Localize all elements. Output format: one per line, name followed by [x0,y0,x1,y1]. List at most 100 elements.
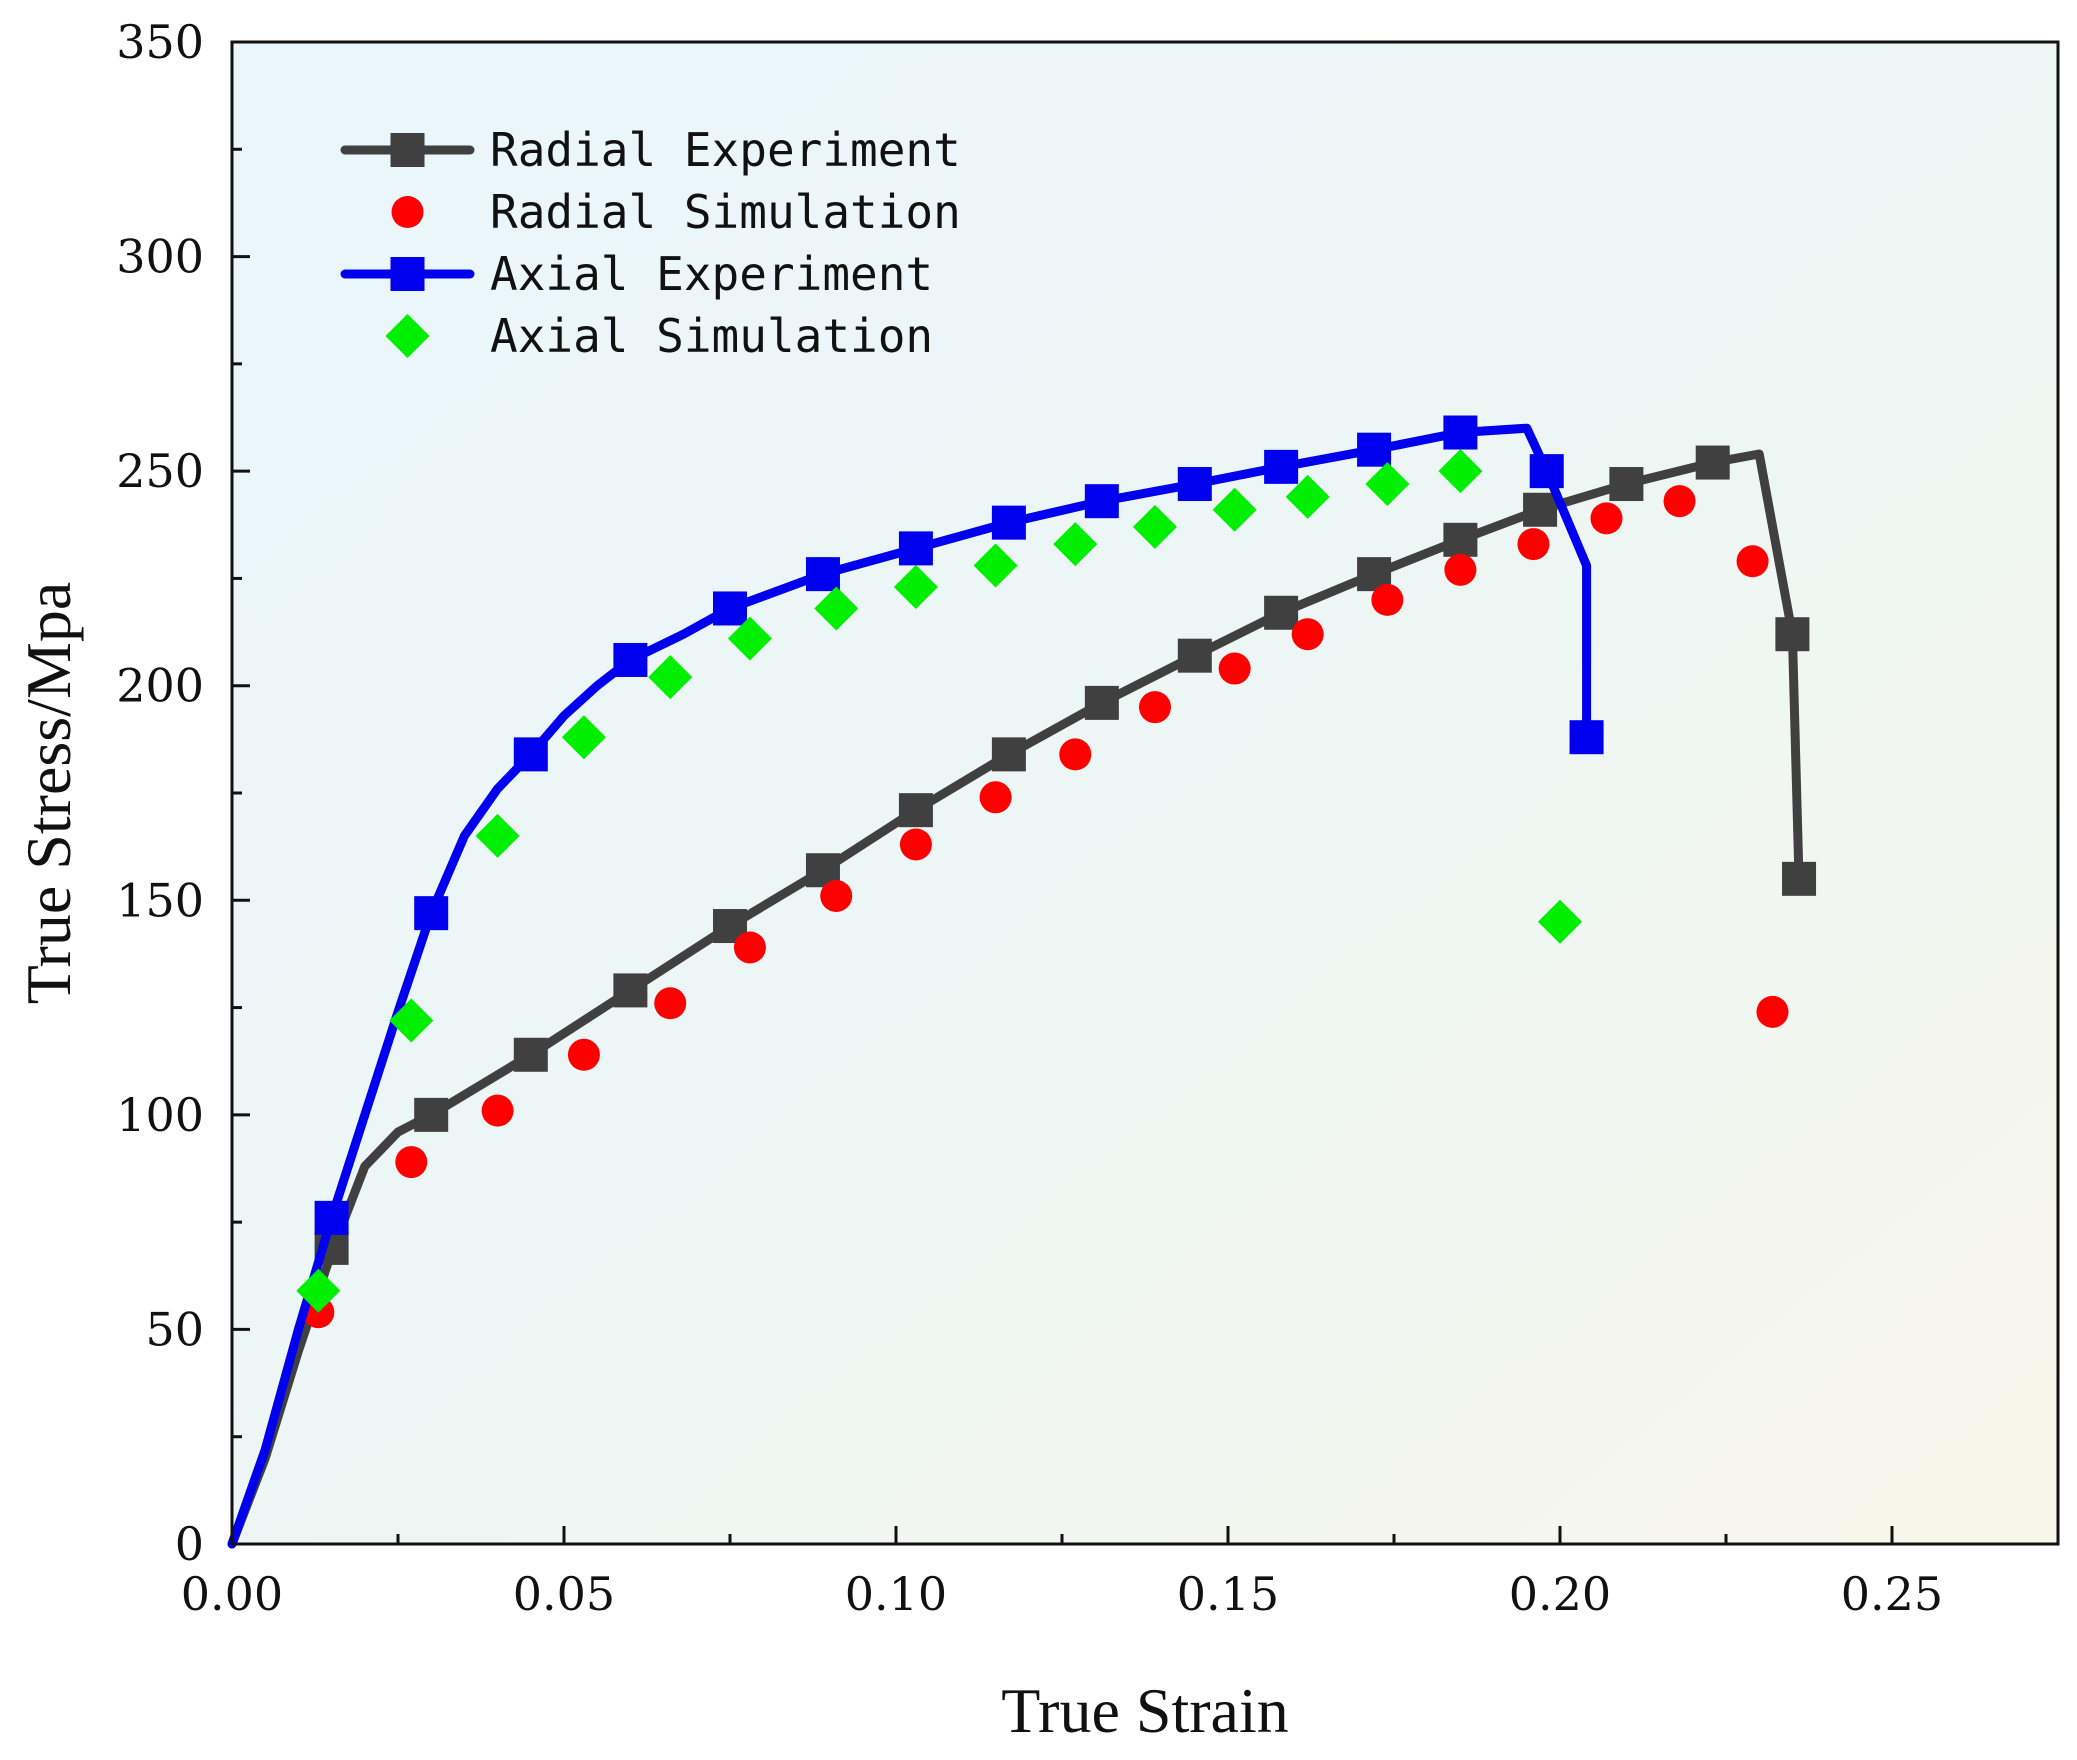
y-tick-label: 300 [116,230,204,284]
legend-item-radial-simulation: Radial Simulation [391,185,961,239]
radial-simulation-point [1756,995,1789,1028]
axial-simulation-point [648,655,693,700]
radial-simulation-point [1444,553,1477,586]
radial-experiment-marker [1443,522,1478,557]
radial-simulation-point [1371,583,1404,616]
x-tick-label: 0.15 [1177,1567,1279,1621]
axial-simulation-point [973,543,1018,588]
legend-marker [391,196,424,228]
axial-experiment-line [227,423,1592,1549]
plot-area [232,42,2058,1544]
radial-experiment-marker [1609,467,1644,502]
axial-experiment-marker [314,1200,349,1235]
radial-experiment-marker [613,973,648,1008]
radial-simulation-point [481,1094,514,1127]
y-tick-label: 350 [116,15,204,69]
y-tick-label: 50 [145,1302,204,1356]
x-tick-label: 0.25 [1841,1567,1943,1621]
radial-simulation-point [979,781,1012,814]
radial-simulation-point [395,1146,428,1179]
radial-experiment-marker [898,793,933,828]
radial-experiment-marker [1775,617,1810,652]
axial-experiment-marker [1084,484,1119,519]
legend-marker [390,133,425,167]
y-tick-label: 0 [175,1517,204,1571]
y-tick-label: 100 [116,1088,204,1142]
x-tick-label: 0.10 [845,1567,947,1621]
series-radial-experiment [227,445,1817,1549]
axial-experiment-marker [1569,720,1604,755]
legend-item-radial-experiment: Radial Experiment [340,123,961,177]
axial-simulation-point [1212,487,1257,532]
radial-experiment-marker [513,1037,548,1072]
x-tick-label: 0.05 [513,1567,615,1621]
x-axis-title: True Strain [1001,1675,1288,1746]
radial-simulation-point [1218,652,1251,685]
radial-simulation-point [1590,502,1623,535]
axial-experiment-marker [414,896,449,931]
axial-experiment-marker [898,531,933,566]
radial-simulation-point [1291,618,1324,651]
axial-experiment-marker [513,737,548,772]
legend-marker [385,314,430,358]
axial-simulation-point [475,813,520,858]
legend-label: Axial Experiment [490,247,933,301]
axial-experiment-marker [805,557,840,592]
y-tick-label: 250 [116,444,204,498]
axial-simulation-point [1438,449,1483,494]
legend-label: Radial Simulation [490,185,961,239]
axial-experiment-marker [613,642,648,677]
legend-marker [390,257,425,291]
legend-label: Axial Simulation [490,309,933,363]
radial-simulation-point [1736,545,1769,578]
axial-simulation-point [1053,522,1098,567]
radial-experiment-marker [1177,638,1212,673]
radial-experiment-marker [1264,595,1299,630]
radial-simulation-point [1663,485,1696,518]
axial-experiment-marker [1264,449,1299,484]
radial-experiment-marker [1695,445,1730,480]
axial-simulation-point [561,715,606,760]
radial-experiment-marker [1782,861,1817,896]
radial-simulation-point [1138,691,1171,724]
y-axis-title: True Stress/Mpa [13,582,84,1005]
legend-item-axial-experiment: Axial Experiment [340,247,933,301]
axial-simulation-point [1538,899,1582,944]
radial-experiment-marker [414,1097,449,1132]
radial-simulation-point [820,879,853,912]
axial-experiment-marker [1177,467,1212,502]
axial-simulation-point [389,998,434,1043]
axial-simulation-point [814,586,859,631]
axial-experiment-marker [1357,432,1392,467]
series-radial-simulation [302,485,1789,1329]
x-tick-label: 0.00 [181,1567,283,1621]
radial-experiment-marker [991,737,1026,772]
axial-experiment-marker [1529,454,1564,489]
axial-simulation-point [1365,462,1410,507]
radial-simulation-point [567,1038,600,1071]
radial-simulation-point [1059,738,1092,771]
axial-simulation-point [1285,474,1330,519]
axial-experiment-marker [713,591,747,626]
radial-experiment-marker [1523,492,1558,527]
radial-simulation-point [1517,528,1550,561]
series-axial-experiment [227,415,1604,1549]
radial-simulation-point [733,931,766,964]
legend-label: Radial Experiment [490,123,961,177]
y-tick-label: 150 [116,873,204,927]
axial-experiment-marker [991,505,1026,540]
y-tick-label: 200 [116,659,204,713]
legend-item-axial-simulation: Axial Simulation [385,309,933,363]
axial-simulation-point [296,1268,341,1313]
radial-simulation-point [654,987,687,1020]
axial-simulation-point [1132,504,1177,549]
radial-simulation-point [899,828,932,861]
series-axial-simulation [296,449,1582,1313]
legend: Radial Experiment Radial Simulation Axial … [340,123,961,363]
axial-simulation-point [727,616,772,661]
axial-simulation-point [893,565,938,610]
axial-experiment-marker [1443,415,1478,450]
radial-experiment-marker [1084,685,1119,720]
